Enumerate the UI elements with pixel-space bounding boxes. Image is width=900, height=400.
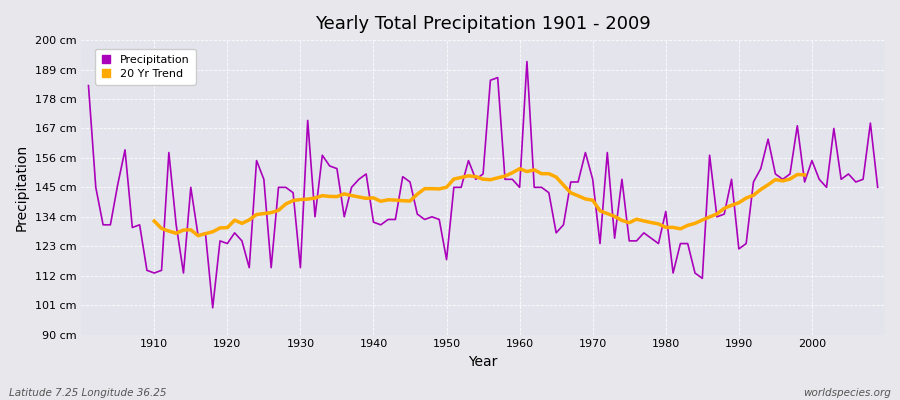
Text: Latitude 7.25 Longitude 36.25: Latitude 7.25 Longitude 36.25 [9,388,166,398]
Legend: Precipitation, 20 Yr Trend: Precipitation, 20 Yr Trend [94,49,195,85]
X-axis label: Year: Year [468,355,498,369]
Text: worldspecies.org: worldspecies.org [803,388,891,398]
Title: Yearly Total Precipitation 1901 - 2009: Yearly Total Precipitation 1901 - 2009 [315,15,651,33]
Y-axis label: Precipitation: Precipitation [15,144,29,231]
